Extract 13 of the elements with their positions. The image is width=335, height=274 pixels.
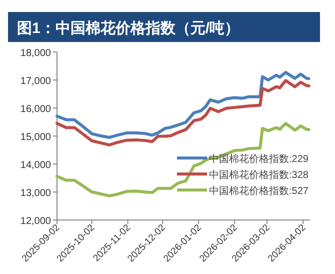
y-tick-label: 17,000 bbox=[20, 76, 52, 87]
line-series bbox=[56, 122, 310, 198]
line-series bbox=[56, 79, 310, 146]
y-tick-label: 16,000 bbox=[20, 104, 52, 115]
legend-label: 中国棉花价格指数:527 bbox=[209, 185, 309, 197]
chart-title: 图1：中国棉花价格指数（元/吨） bbox=[17, 20, 240, 37]
y-tick-label: 13,000 bbox=[20, 188, 52, 199]
y-tick-label: 18,000 bbox=[20, 48, 52, 59]
y-tick-label: 14,000 bbox=[20, 160, 52, 171]
y-tick-label: 12,000 bbox=[20, 216, 52, 227]
line-series bbox=[56, 70, 310, 139]
y-tick-label: 15,000 bbox=[20, 132, 52, 143]
legend-label: 中国棉花价格指数:328 bbox=[209, 169, 309, 181]
